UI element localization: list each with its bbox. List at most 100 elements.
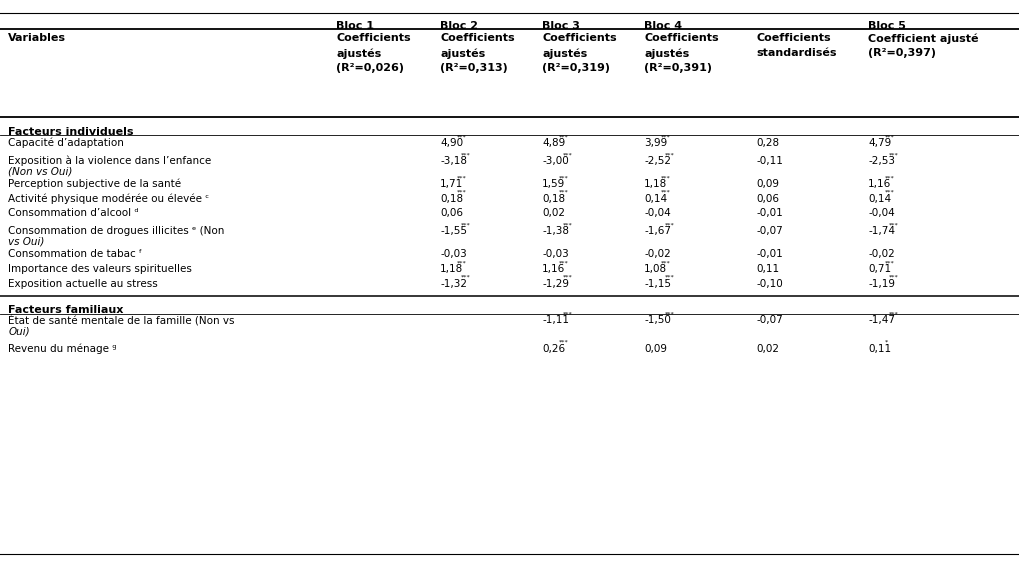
Text: Consommation d’alcool ᵈ: Consommation d’alcool ᵈ [8, 208, 139, 218]
Text: 0,14: 0,14 [644, 193, 667, 203]
Text: 0,11: 0,11 [756, 264, 780, 274]
Text: 0,02: 0,02 [756, 343, 780, 353]
Text: ***: *** [884, 134, 895, 139]
Text: Coefficient ajusté
(R²=0,397): Coefficient ajusté (R²=0,397) [868, 33, 978, 58]
Text: *: * [884, 340, 889, 345]
Text: 0,26: 0,26 [542, 343, 566, 353]
Text: -1,50: -1,50 [644, 315, 671, 325]
Text: 1,71: 1,71 [440, 179, 464, 189]
Text: Consommation de tabac ᶠ: Consommation de tabac ᶠ [8, 249, 143, 259]
Text: -0,10: -0,10 [756, 278, 783, 288]
Text: ***: *** [884, 260, 895, 265]
Text: ***: *** [558, 340, 569, 345]
Text: -1,67: -1,67 [644, 226, 671, 236]
Text: ***: *** [558, 134, 569, 139]
Text: ***: *** [564, 223, 573, 228]
Text: 0,14: 0,14 [868, 193, 892, 203]
Text: vs Oui): vs Oui) [8, 237, 45, 247]
Text: Coefficients
ajustés
(R²=0,026): Coefficients ajustés (R²=0,026) [336, 33, 411, 73]
Text: 0,09: 0,09 [644, 343, 667, 353]
Text: ***: *** [665, 152, 675, 158]
Text: ***: *** [462, 152, 471, 158]
Text: -3,00: -3,00 [542, 156, 569, 166]
Text: ***: *** [564, 152, 573, 158]
Text: Bloc 5: Bloc 5 [868, 21, 906, 30]
Text: -0,01: -0,01 [756, 249, 783, 259]
Text: Variables: Variables [8, 33, 66, 43]
Text: -0,04: -0,04 [644, 208, 671, 218]
Text: ***: *** [558, 175, 569, 180]
Text: État de santé mentale de la famille (Non vs: État de santé mentale de la famille (Non… [8, 314, 234, 325]
Text: Revenu du ménage ᵍ: Revenu du ménage ᵍ [8, 343, 116, 353]
Text: Oui): Oui) [8, 326, 30, 336]
Text: -1,15: -1,15 [644, 278, 671, 288]
Text: 1,08: 1,08 [644, 264, 667, 274]
Text: -0,07: -0,07 [756, 226, 783, 236]
Text: ***: *** [890, 152, 899, 158]
Text: Exposition à la violence dans l’enfance: Exposition à la violence dans l’enfance [8, 155, 211, 166]
Text: ***: *** [564, 312, 573, 317]
Text: ***: *** [457, 175, 467, 180]
Text: ***: *** [890, 312, 899, 317]
Text: ***: *** [660, 260, 671, 265]
Text: 1,18: 1,18 [440, 264, 464, 274]
Text: ***: *** [558, 260, 569, 265]
Text: 0,09: 0,09 [756, 179, 780, 189]
Text: Bloc 1: Bloc 1 [336, 21, 374, 30]
Text: Coefficients
ajustés
(R²=0,391): Coefficients ajustés (R²=0,391) [644, 33, 718, 73]
Text: Perception subjective de la santé: Perception subjective de la santé [8, 178, 181, 189]
Text: ***: *** [457, 190, 467, 195]
Text: 0,18: 0,18 [542, 193, 566, 203]
Text: Exposition actuelle au stress: Exposition actuelle au stress [8, 278, 158, 288]
Text: -1,19: -1,19 [868, 278, 895, 288]
Text: Coefficients
ajustés
(R²=0,313): Coefficients ajustés (R²=0,313) [440, 33, 515, 73]
Text: -1,55: -1,55 [440, 226, 467, 236]
Text: ***: *** [462, 223, 471, 228]
Text: Bloc 3: Bloc 3 [542, 21, 580, 30]
Text: 1,59: 1,59 [542, 179, 566, 189]
Text: -1,32: -1,32 [440, 278, 467, 288]
Text: ***: *** [665, 223, 675, 228]
Text: 4,89: 4,89 [542, 138, 566, 148]
Text: 0,18: 0,18 [440, 193, 464, 203]
Text: -3,18: -3,18 [440, 156, 467, 166]
Text: Bloc 2: Bloc 2 [440, 21, 478, 30]
Text: ***: *** [564, 275, 573, 280]
Text: ***: *** [665, 275, 675, 280]
Text: -0,01: -0,01 [756, 208, 783, 218]
Text: -0,03: -0,03 [440, 249, 467, 259]
Text: ***: *** [660, 175, 671, 180]
Text: -0,11: -0,11 [756, 156, 783, 166]
Text: ***: *** [890, 275, 899, 280]
Text: -0,07: -0,07 [756, 315, 783, 325]
Text: (Non vs Oui): (Non vs Oui) [8, 166, 72, 176]
Text: Capacité d’adaptation: Capacité d’adaptation [8, 137, 124, 148]
Text: 0,06: 0,06 [440, 208, 464, 218]
Text: Importance des valeurs spirituelles: Importance des valeurs spirituelles [8, 264, 192, 274]
Text: 0,06: 0,06 [756, 193, 780, 203]
Text: -0,03: -0,03 [542, 249, 569, 259]
Text: Facteurs individuels: Facteurs individuels [8, 127, 133, 137]
Text: ***: *** [457, 260, 467, 265]
Text: 0,02: 0,02 [542, 208, 566, 218]
Text: Bloc 4: Bloc 4 [644, 21, 682, 30]
Text: 0,11: 0,11 [868, 343, 892, 353]
Text: Coefficients
standardisés: Coefficients standardisés [756, 33, 837, 58]
Text: Facteurs familiaux: Facteurs familiaux [8, 305, 123, 315]
Text: Activité physique modérée ou élevée ᶜ: Activité physique modérée ou élevée ᶜ [8, 193, 209, 203]
Text: ***: *** [660, 134, 671, 139]
Text: -2,53: -2,53 [868, 156, 895, 166]
Text: Coefficients
ajustés
(R²=0,319): Coefficients ajustés (R²=0,319) [542, 33, 616, 73]
Text: ***: *** [558, 190, 569, 195]
Text: 1,16: 1,16 [868, 179, 892, 189]
Text: 0,71: 0,71 [868, 264, 892, 274]
Text: 3,99: 3,99 [644, 138, 667, 148]
Text: ***: *** [462, 275, 471, 280]
Text: 0,28: 0,28 [756, 138, 780, 148]
Text: Consommation de drogues illicites ᵉ (Non: Consommation de drogues illicites ᵉ (Non [8, 226, 224, 236]
Text: ***: *** [884, 190, 895, 195]
Text: 1,18: 1,18 [644, 179, 667, 189]
Text: ***: *** [890, 223, 899, 228]
Text: 1,16: 1,16 [542, 264, 566, 274]
Text: -1,38: -1,38 [542, 226, 569, 236]
